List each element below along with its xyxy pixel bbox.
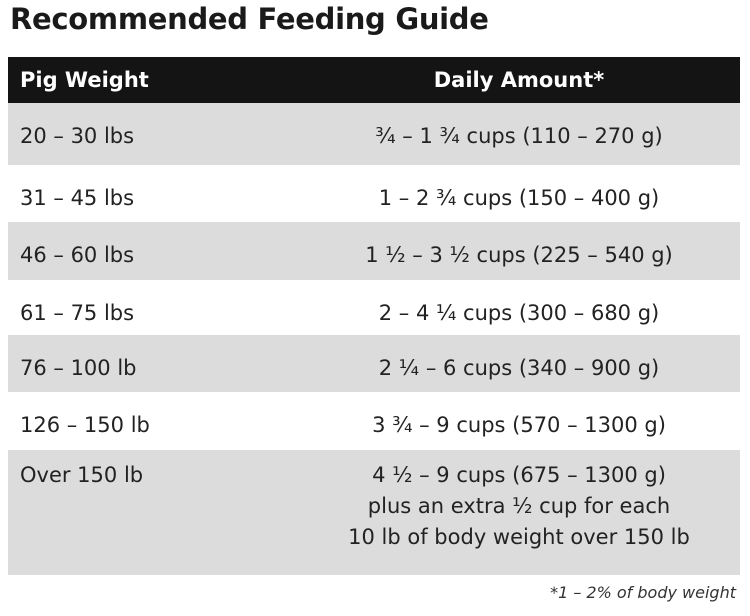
table-row: 20 – 30 lbs ¾ – 1 ¾ cups (110 – 270 g) [8,103,740,165]
weight-cell: 31 – 45 lbs [20,186,135,210]
amount-line: 10 lb of body weight over 150 lb [348,525,690,549]
amount-cell: ¾ – 1 ¾ cups (110 – 270 g) [298,103,740,152]
amount-cell: 1 ½ – 3 ½ cups (225 – 540 g) [298,222,740,271]
amount-line: 2 – 4 ¼ cups (300 – 680 g) [378,301,660,325]
amount-cell: 3 ¾ – 9 cups (570 – 1300 g) [298,392,740,441]
amount-cell: 2 – 4 ¼ cups (300 – 680 g) [298,280,740,329]
table-row: 46 – 60 lbs 1 ½ – 3 ½ cups (225 – 540 g) [8,222,740,280]
table-row: Over 150 lb 4 ½ – 9 cups (675 – 1300 g) pl… [8,450,740,575]
amount-cell: 2 ¼ – 6 cups (340 – 900 g) [298,335,740,384]
feeding-table: Pig Weight Daily Amount* 20 – 30 lbs ¾ – … [8,57,740,575]
header-cell: Pig Weight [20,68,149,92]
amount-line: plus an extra ½ cup for each [367,494,671,518]
amount-cell: 1 – 2 ¾ cups (150 – 400 g) [298,165,740,214]
table-row: 61 – 75 lbs 2 – 4 ¼ cups (300 – 680 g) [8,280,740,335]
header-cell: Daily Amount* [433,68,605,92]
weight-cell: 126 – 150 lb [20,413,150,437]
amount-line: 1 – 2 ¾ cups (150 – 400 g) [378,186,660,210]
amount-line: 2 ¼ – 6 cups (340 – 900 g) [378,356,660,380]
amount-line: 3 ¾ – 9 cups (570 – 1300 g) [372,413,666,437]
table-row: 126 – 150 lb 3 ¾ – 9 cups (570 – 1300 g) [8,392,740,450]
weight-cell: Over 150 lb [20,463,144,487]
weight-cell: 61 – 75 lbs [20,301,135,325]
weight-cell: 20 – 30 lbs [20,124,135,148]
weight-cell: 46 – 60 lbs [20,243,135,267]
weight-cell: 76 – 100 lb [20,356,137,380]
footnote: *1 – 2% of body weight [550,583,736,602]
amount-line: 4 ½ – 9 cups (675 – 1300 g) [372,463,666,487]
table-row: 31 – 45 lbs 1 – 2 ¾ cups (150 – 400 g) [8,165,740,222]
amount-line: ¾ – 1 ¾ cups (110 – 270 g) [375,124,663,148]
table-header: Pig Weight Daily Amount* [8,57,740,103]
amount-cell: 4 ½ – 9 cups (675 – 1300 g) plus an extra… [298,450,740,553]
title: Recommended Feeding Guide [10,2,489,36]
table-row: 76 – 100 lb 2 ¼ – 6 cups (340 – 900 g) [8,335,740,392]
amount-line: 1 ½ – 3 ½ cups (225 – 540 g) [365,243,673,267]
